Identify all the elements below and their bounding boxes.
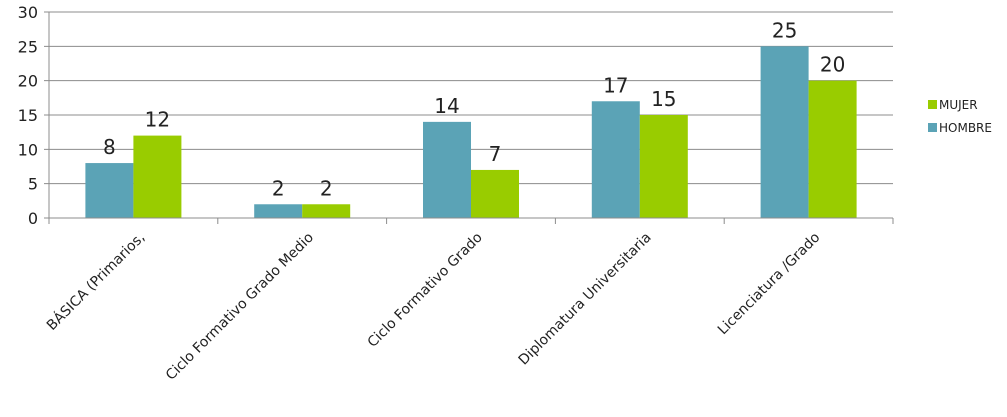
legend-swatch-mujer xyxy=(928,100,937,109)
data-label: 12 xyxy=(145,108,170,132)
bar-hombre xyxy=(591,101,640,218)
y-tick-label: 15 xyxy=(18,106,38,125)
bar-mujer xyxy=(133,135,182,218)
legend-label-hombre: HOMBRE xyxy=(939,121,992,135)
bar-mujer xyxy=(302,204,351,218)
data-label: 7 xyxy=(489,142,502,166)
data-label: 25 xyxy=(772,18,797,42)
y-tick-label: 25 xyxy=(18,37,38,56)
data-label: 17 xyxy=(603,73,628,97)
data-label: 14 xyxy=(434,94,459,118)
x-axis: BÁSICA (Primarios, Ciclo Formativo Grado … xyxy=(43,217,894,384)
data-label: 15 xyxy=(651,87,676,111)
x-category-label: BÁSICA (Primarios, xyxy=(43,229,148,334)
data-label: 2 xyxy=(320,176,333,200)
y-tick-label: 20 xyxy=(18,72,38,91)
legend: MUJER HOMBRE xyxy=(928,98,992,135)
y-tick-label: 5 xyxy=(28,175,38,194)
x-category-label: Ciclo Formativo Grado Medio xyxy=(163,230,317,384)
bar-hombre xyxy=(85,163,134,218)
x-category-label: Ciclo Formativo Grado xyxy=(365,230,486,351)
x-category-label: Licenciatura /Grado xyxy=(715,230,824,339)
y-tick-label: 10 xyxy=(18,140,38,159)
data-label: 20 xyxy=(820,53,845,77)
bars xyxy=(85,46,857,219)
legend-label-mujer: MUJER xyxy=(939,98,978,112)
bar-hombre xyxy=(760,46,809,219)
bar-hombre xyxy=(254,204,303,218)
bar-mujer xyxy=(808,80,857,219)
bar-mujer xyxy=(639,115,688,218)
data-label: 2 xyxy=(272,176,285,200)
y-axis: 0 5 10 15 20 25 30 xyxy=(18,3,50,228)
y-tick-label: 0 xyxy=(28,209,38,228)
legend-swatch-hombre xyxy=(928,123,937,132)
bar-hombre xyxy=(423,121,471,218)
data-label: 8 xyxy=(103,135,116,159)
bar-mujer xyxy=(471,169,519,218)
x-category-label: Diplomatura Universitaria xyxy=(516,230,655,369)
data-labels: 8 12 2 2 14 7 17 15 25 20 xyxy=(103,18,845,200)
y-tick-label: 30 xyxy=(18,3,38,22)
